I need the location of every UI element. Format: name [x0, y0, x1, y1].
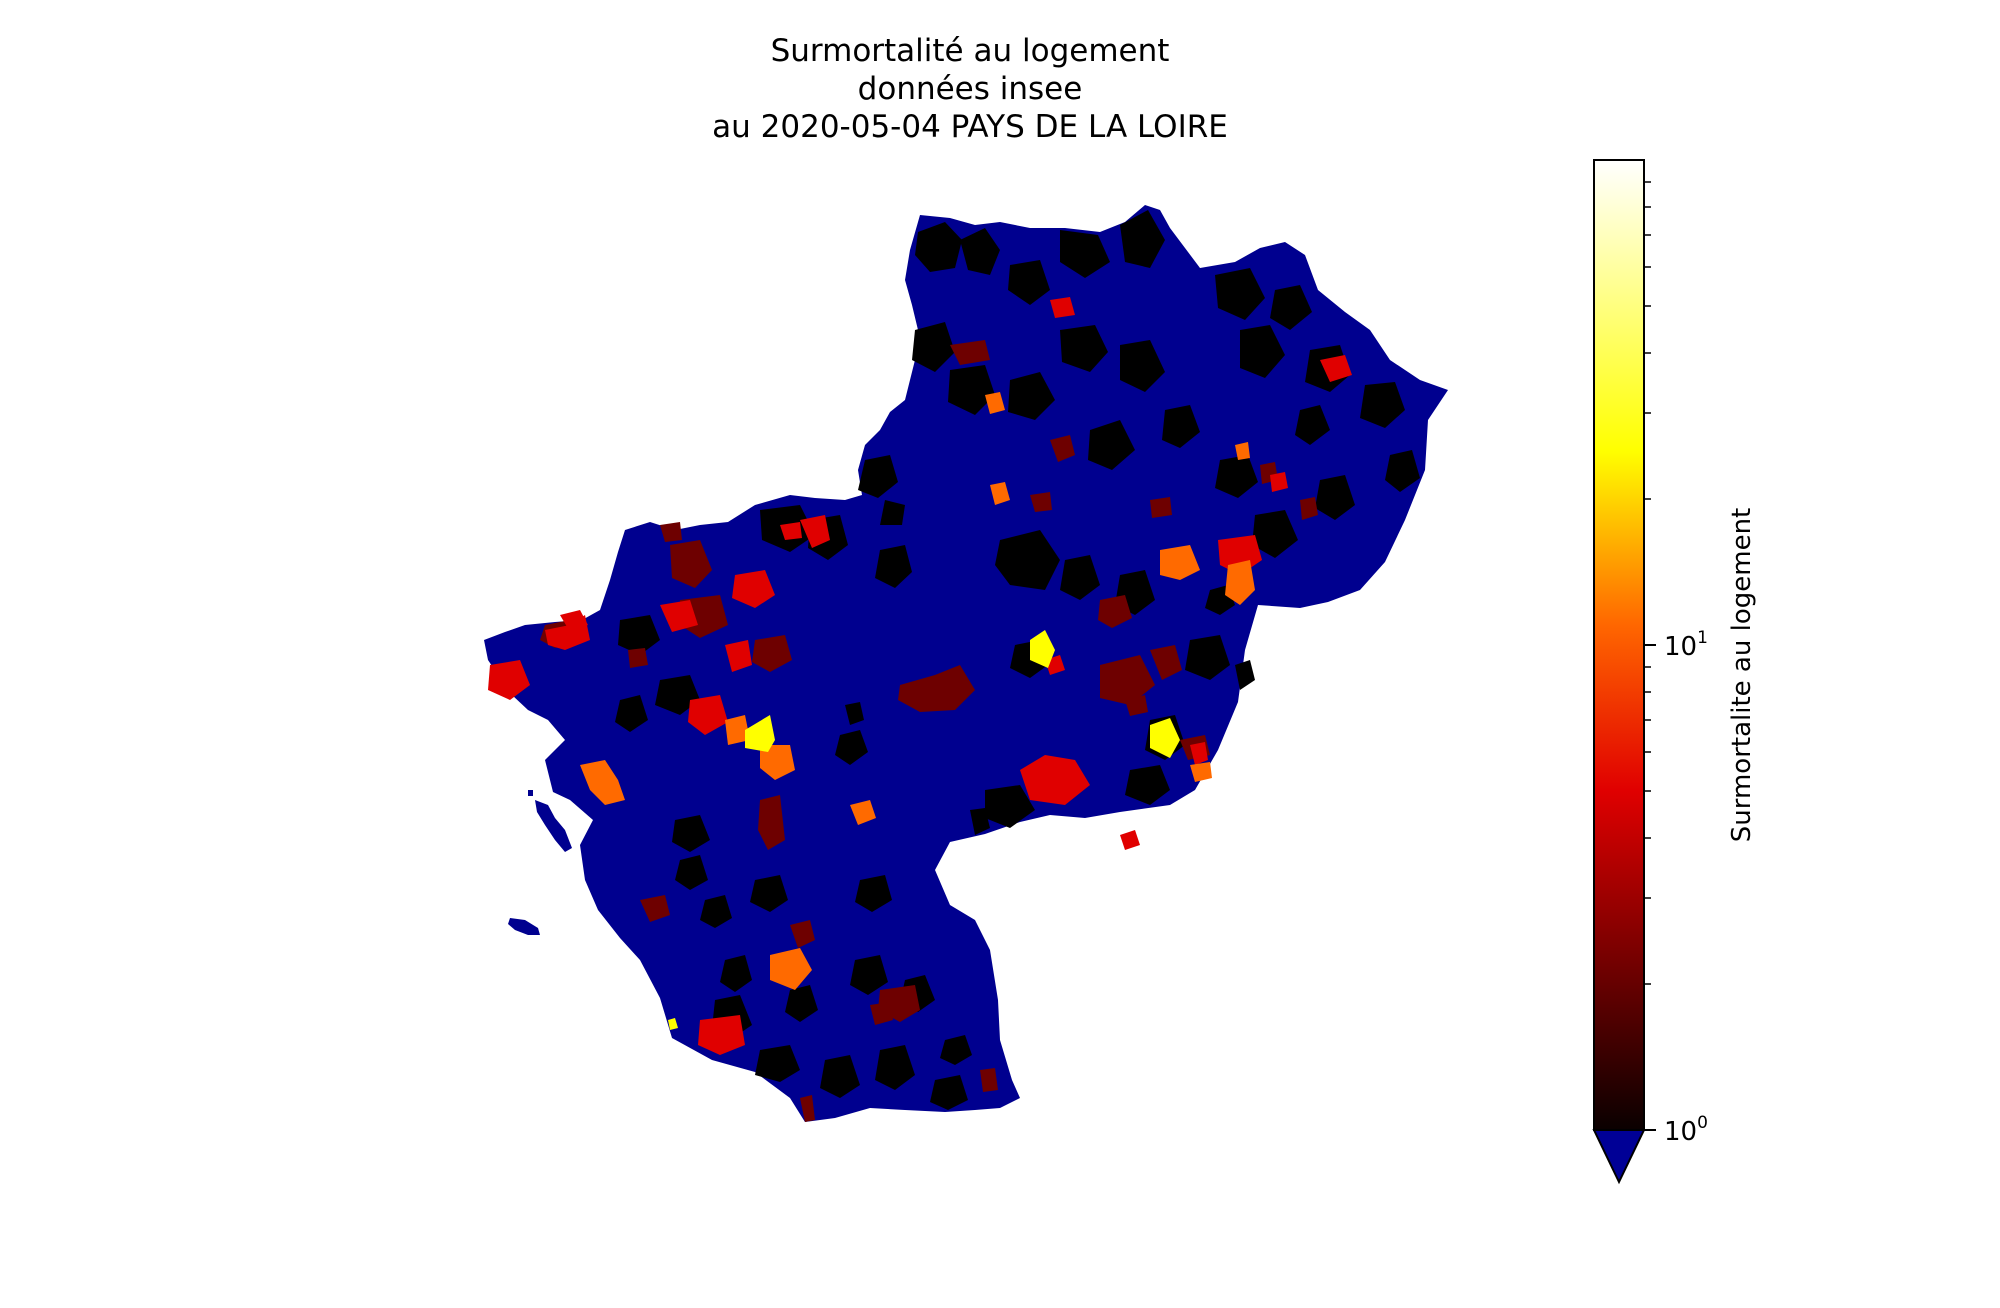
title-line-2: données insee: [857, 71, 1083, 107]
region-map: [484, 205, 1448, 1122]
title-line-3: au 2020-05-04 PAYS DE LA LOIRE: [712, 109, 1228, 145]
colorbar-tick-label-1: 100: [1664, 1113, 1708, 1147]
region-outline: [484, 205, 1448, 1122]
colorbar-gradient: [1594, 160, 1644, 1130]
title-line-1: Surmortalité au logement: [770, 33, 1170, 69]
communes-very-high: [668, 630, 1180, 1030]
communes-high: [580, 392, 1255, 990]
colorbar: 100 101 Surmortalite au logement: [1592, 159, 1757, 1185]
island-noirmoutier: [535, 800, 572, 852]
colorbar-tick-label-10: 101: [1664, 628, 1708, 662]
communes-near-one: [615, 210, 1420, 1110]
colorbar-label: Surmortalite au logement: [1727, 508, 1757, 842]
island-yeu: [508, 918, 540, 935]
map-title: Surmortalité au logement données insee a…: [540, 32, 1400, 146]
colorbar-under-arrow: [1592, 1129, 1646, 1185]
communes-mid: [488, 297, 1352, 1055]
colorbar-minor-ticks: [1644, 181, 1651, 985]
island-small: [528, 790, 533, 796]
